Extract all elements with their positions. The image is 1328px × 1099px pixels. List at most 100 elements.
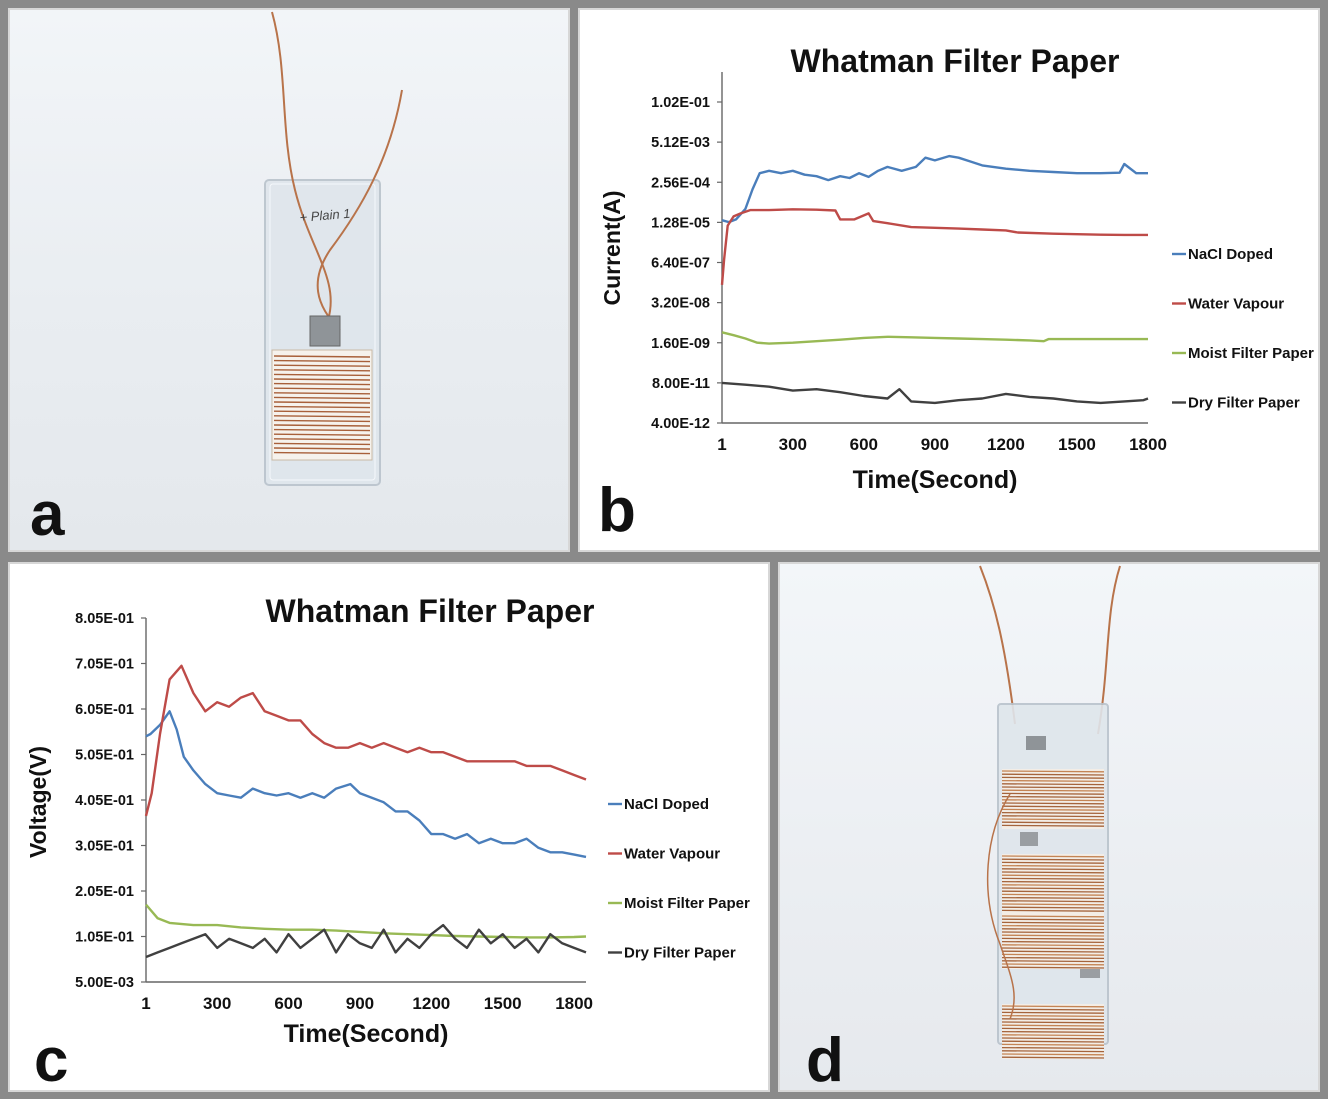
coil-winding bbox=[1001, 918, 1105, 921]
x-tick-label: 1200 bbox=[987, 435, 1025, 454]
series-lines bbox=[144, 664, 587, 959]
coil-winding bbox=[273, 442, 371, 446]
y-tick-label: 4.00E-12 bbox=[651, 416, 710, 432]
y-tick-label: 8.05E-01 bbox=[75, 611, 134, 627]
coil-winding bbox=[1001, 868, 1105, 871]
coil-winding bbox=[273, 433, 371, 436]
coil-winding bbox=[273, 396, 371, 400]
coil-winding bbox=[1001, 966, 1105, 969]
coil-winding bbox=[1001, 960, 1105, 963]
coil-winding bbox=[1001, 909, 1105, 912]
legend-label: Dry Filter Paper bbox=[1188, 395, 1300, 412]
y-tick-label: 6.05E-01 bbox=[75, 702, 134, 718]
metal-clip-2 bbox=[1020, 832, 1038, 846]
coil-winding bbox=[273, 392, 371, 395]
panel-a-photo: + Plain 1 a bbox=[8, 8, 570, 552]
coil-winding bbox=[1001, 874, 1105, 877]
coil-winding bbox=[1001, 1053, 1105, 1056]
coil-winding bbox=[1001, 931, 1105, 934]
coil-winding bbox=[273, 451, 371, 455]
coil-winding bbox=[273, 405, 371, 409]
x-axis-label: Time(Second) bbox=[284, 1020, 449, 1048]
legend: NaCl Doped Water Vapour Moist Filter Paper… bbox=[1172, 246, 1314, 412]
coil-winding bbox=[1001, 1014, 1105, 1018]
coil-winding bbox=[273, 410, 371, 413]
coil-winding bbox=[1001, 792, 1105, 795]
coil-winding bbox=[1001, 1011, 1105, 1014]
coil-winding bbox=[1001, 1046, 1105, 1050]
y-axis-label: Current(A) bbox=[599, 191, 625, 306]
x-tick-label: 1 bbox=[717, 435, 726, 454]
series-line-nacl bbox=[721, 154, 1148, 224]
panel-d-photo: d bbox=[778, 562, 1320, 1092]
coil-winding bbox=[1001, 786, 1105, 789]
y-tick-label: 1.02E-01 bbox=[651, 95, 710, 111]
coil-winding bbox=[1001, 1021, 1105, 1024]
x-tick-label: 900 bbox=[346, 994, 374, 1013]
y-tick-label: 7.05E-01 bbox=[75, 657, 134, 673]
series-line-moist bbox=[145, 903, 587, 939]
coil-winding bbox=[1001, 779, 1105, 783]
coil-winding bbox=[273, 387, 371, 390]
copper-wire-left bbox=[271, 11, 332, 321]
coil-winding bbox=[1001, 956, 1105, 960]
coil-winding bbox=[1001, 884, 1105, 887]
coil-winding bbox=[1001, 890, 1105, 893]
copper-wire-right bbox=[316, 89, 403, 331]
copper-wire-loop bbox=[986, 793, 1015, 1020]
y-tick-label: 5.05E-01 bbox=[75, 748, 134, 764]
coil-winding bbox=[273, 428, 371, 432]
coil-winding bbox=[1001, 944, 1105, 947]
x-tick-labels: 1 300 600 900 1200 1500 1800 bbox=[717, 435, 1167, 454]
coil-winding bbox=[1001, 928, 1105, 931]
x-tick-label: 1800 bbox=[1129, 435, 1167, 454]
coil-winding bbox=[1001, 1005, 1105, 1008]
x-tick-labels: 1 300 600 900 1200 1500 1800 bbox=[141, 994, 593, 1013]
coil-winding bbox=[273, 438, 371, 441]
coil-winding bbox=[1001, 1040, 1105, 1043]
y-tick-label: 4.05E-01 bbox=[75, 793, 134, 809]
coil-winding bbox=[1001, 1034, 1105, 1037]
coil-winding bbox=[1001, 795, 1105, 799]
coil-winding bbox=[1001, 783, 1105, 786]
y-tick-label: 1.60E-09 bbox=[651, 336, 710, 352]
x-tick-label: 600 bbox=[850, 435, 878, 454]
panel-letter-c: c bbox=[34, 1026, 69, 1092]
y-tick-label: 6.40E-07 bbox=[651, 256, 710, 272]
x-axis-label: Time(Second) bbox=[853, 466, 1018, 494]
coil-winding bbox=[273, 382, 371, 386]
panel-letter-a: a bbox=[30, 480, 65, 549]
coil-winding bbox=[273, 369, 371, 372]
metal-clip bbox=[309, 315, 341, 347]
chart-title: Whatman Filter Paper bbox=[791, 43, 1120, 79]
coil-winding bbox=[1001, 811, 1105, 815]
coil-winding bbox=[1001, 963, 1105, 966]
coil-winding bbox=[1001, 1050, 1105, 1053]
coil-winding bbox=[1001, 799, 1105, 802]
series-line-nacl bbox=[145, 710, 587, 859]
legend-label: Moist Filter Paper bbox=[1188, 345, 1314, 362]
photo-single-sensor: + Plain 1 bbox=[264, 11, 403, 486]
filter-paper-coil bbox=[271, 349, 373, 461]
x-tick-label: 900 bbox=[921, 435, 949, 454]
coil-winding bbox=[1001, 1043, 1105, 1046]
coil-winding bbox=[1001, 896, 1105, 900]
coil-winding bbox=[1001, 924, 1105, 928]
coil-winding bbox=[273, 359, 371, 363]
coil-winding bbox=[1001, 1008, 1105, 1011]
legend-label: Water Vapour bbox=[1188, 296, 1284, 313]
series-line-dry bbox=[145, 923, 587, 959]
coil-winding bbox=[273, 373, 371, 377]
coil-winding bbox=[273, 424, 371, 427]
y-tick-label: 3.20E-08 bbox=[651, 296, 710, 312]
coil-winding bbox=[1001, 921, 1105, 924]
coil-winding bbox=[1001, 1030, 1105, 1034]
panel-c-chart: Whatman Filter Paper 5.00E-03 1.05E-01 2.0… bbox=[8, 562, 770, 1092]
panel-letter-b: b bbox=[598, 476, 636, 545]
y-tick-label: 2.05E-01 bbox=[75, 884, 134, 900]
coil-winding bbox=[1001, 864, 1105, 868]
legend-label: Water Vapour bbox=[624, 846, 720, 863]
y-tick-labels: 5.00E-03 1.05E-01 2.05E-01 3.05E-01 4.05E-01… bbox=[75, 611, 146, 991]
y-tick-label: 1.05E-01 bbox=[75, 930, 134, 946]
slide-label: + Plain 1 bbox=[299, 206, 351, 225]
